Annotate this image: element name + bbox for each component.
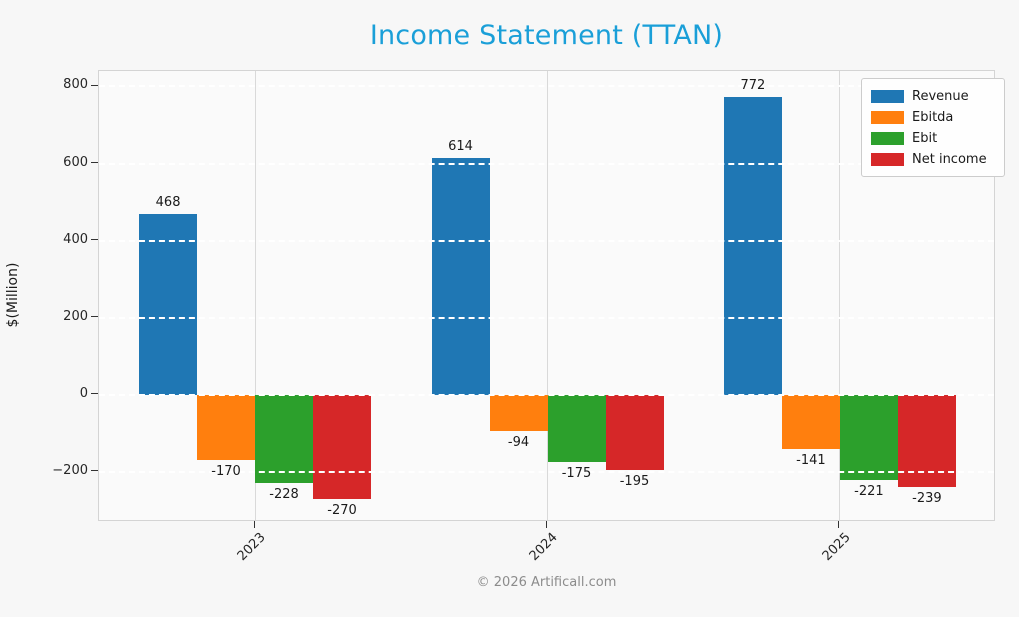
- legend-entry: Ebitda: [871, 107, 1004, 128]
- y-tick-label: 400: [63, 231, 88, 247]
- bar-value-label: -141: [796, 453, 826, 469]
- y-gridline: [99, 239, 994, 242]
- legend: Revenue Ebitda Ebit Net income: [861, 78, 1005, 177]
- legend-label: Revenue: [912, 89, 969, 104]
- bar-value-label: -195: [619, 473, 650, 489]
- y-tick-mark: [91, 393, 98, 395]
- x-tick-mark: [838, 521, 840, 528]
- bar-revenue-2025: [723, 97, 782, 395]
- legend-entry: Ebit: [871, 128, 1004, 149]
- y-tick-mark: [91, 239, 98, 241]
- x-tick-mark: [546, 521, 547, 528]
- bar-ebitda-2025: [781, 394, 840, 450]
- y-tick-mark: [91, 84, 98, 86]
- plot-area: 468 -170 -228 -270 614 -94 -175 -195 772 -141 -221…: [98, 70, 995, 521]
- x-gridline: [254, 71, 256, 520]
- bar-value-label: -270: [327, 502, 357, 518]
- legend-label: Ebit: [912, 131, 938, 146]
- legend-swatch-net-income: [871, 153, 904, 166]
- bar-ebit-2023: [255, 394, 314, 483]
- y-tick-label: 0: [79, 385, 88, 401]
- bar-ebitda-2023: [197, 394, 256, 461]
- legend-label: Net income: [912, 152, 987, 167]
- bar-ebit-2025: [839, 394, 898, 480]
- x-tick-label: 2025: [819, 530, 854, 565]
- bar-revenue-2024: [431, 158, 490, 395]
- bar-value-label: 614: [448, 139, 473, 155]
- y-gridline: [99, 316, 994, 319]
- legend-swatch-ebitda: [871, 111, 904, 124]
- x-tick-label: 2024: [527, 530, 562, 565]
- y-gridline: [99, 162, 994, 165]
- y-tick-label: 800: [63, 77, 88, 93]
- bar-ebit-2024: [547, 394, 606, 463]
- y-tick-label: −200: [52, 462, 88, 478]
- y-axis-label: $(Million): [5, 262, 21, 328]
- y-tick-mark: [91, 470, 98, 472]
- x-gridline: [839, 71, 841, 520]
- bar-value-label: -221: [854, 483, 884, 499]
- bar-value-label: -239: [912, 490, 942, 506]
- bar-value-label: -175: [561, 466, 592, 482]
- x-tick-label: 2023: [234, 530, 269, 565]
- legend-entry: Net income: [871, 149, 1004, 170]
- y-tick-label: 200: [63, 308, 88, 324]
- legend-label: Ebitda: [912, 110, 954, 125]
- y-gridline: [99, 470, 994, 473]
- bar-net-income-2024: [605, 394, 664, 470]
- bar-value-label: 468: [155, 195, 181, 211]
- bar-value-label: 772: [740, 78, 766, 94]
- legend-swatch-ebit: [871, 132, 904, 145]
- bar-net-income-2025: [897, 394, 956, 487]
- bar-ebitda-2024: [489, 394, 548, 431]
- y-gridline: [99, 393, 994, 396]
- y-tick-mark: [91, 316, 98, 318]
- chart-title: Income Statement (TTAN): [369, 20, 724, 51]
- x-gridline: [547, 71, 548, 520]
- bar-value-label: -170: [211, 464, 241, 480]
- bar-value-label: -94: [507, 435, 530, 451]
- y-tick-label: 600: [63, 154, 88, 170]
- bar-revenue-2023: [139, 214, 198, 395]
- bar-value-label: -228: [269, 486, 299, 502]
- copyright-footer: © 2026 Artificall.com: [476, 575, 617, 590]
- bar-net-income-2023: [313, 394, 372, 499]
- y-gridline: [99, 85, 994, 88]
- x-tick-mark: [253, 521, 255, 528]
- y-tick-mark: [91, 162, 98, 163]
- legend-swatch-revenue: [871, 90, 904, 103]
- legend-entry: Revenue: [871, 86, 1004, 107]
